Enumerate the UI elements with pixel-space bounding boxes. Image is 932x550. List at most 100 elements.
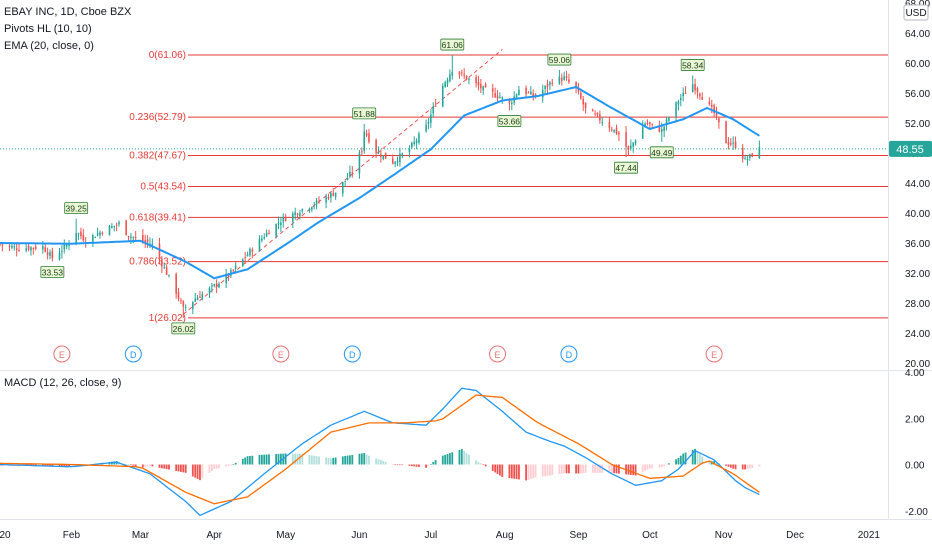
histogram-bar (444, 454, 447, 465)
indicator-pivots-label[interactable]: Pivots HL (10, 10) (4, 23, 92, 35)
candle-body (744, 158, 746, 160)
candle-body (299, 213, 301, 216)
earnings-marker[interactable]: E (705, 345, 723, 363)
candle-body (277, 223, 280, 225)
candle-body (315, 200, 318, 205)
candle-body (618, 132, 620, 135)
histogram-bar (568, 464, 570, 474)
histogram-bar (279, 453, 282, 465)
candle-body (18, 250, 20, 252)
histogram-bar (501, 464, 504, 477)
candle-body (708, 101, 711, 105)
candle-body (718, 117, 720, 123)
histogram-bar (458, 449, 461, 465)
candle-body (313, 205, 316, 207)
candle-body (99, 232, 101, 236)
histogram-bar (579, 464, 582, 474)
candle-body (434, 105, 437, 107)
candle-body (725, 121, 727, 144)
candle-body (61, 250, 63, 252)
time-axis[interactable]: 20 Feb Mar Apr May Jun Jul Aug Sep Oct Nov Dec 2021 (0, 530, 880, 541)
svg-text:51.88: 51.88 (354, 109, 376, 119)
candle-body (177, 291, 180, 299)
histogram-bar (575, 464, 577, 474)
dividend-marker[interactable]: D (343, 345, 361, 363)
histogram-bar (696, 451, 699, 465)
time-tick-label: Oct (642, 530, 658, 541)
candle-body (691, 84, 694, 93)
histogram-bar (627, 464, 630, 475)
dividend-marker[interactable]: D (560, 345, 578, 363)
candle-body (375, 140, 377, 154)
histogram-bar (563, 464, 566, 474)
candle-body (0, 244, 1, 246)
candle-body (418, 133, 420, 143)
candle-body (49, 252, 51, 257)
macd-histogram (0, 448, 761, 481)
price-tick-label: 28.00 (905, 299, 930, 310)
indicator-ema-label[interactable]: EMA (20, close, 0) (4, 40, 94, 52)
histogram-bar (744, 464, 746, 470)
candle-body (127, 236, 130, 238)
candle-body (549, 82, 551, 85)
svg-text:E: E (59, 350, 65, 360)
histogram-bar (246, 456, 249, 465)
candle-body (546, 83, 549, 87)
candle-body (625, 132, 627, 147)
histogram-bar (232, 464, 235, 465)
svg-text:D: D (130, 350, 137, 360)
earnings-marker[interactable]: E (489, 345, 507, 363)
histogram-bar (465, 452, 468, 465)
candle-body (332, 193, 335, 196)
candle-body (280, 222, 282, 226)
earnings-marker[interactable]: E (53, 345, 71, 363)
candle-body (501, 97, 504, 99)
candle-body (444, 82, 446, 87)
histogram-bar (399, 464, 401, 466)
dividend-marker[interactable]: D (124, 345, 142, 363)
histogram-bar (613, 464, 616, 474)
candle-body (201, 293, 204, 299)
histogram-bar (365, 454, 368, 465)
candle-body (65, 244, 68, 247)
histogram-bar (494, 464, 497, 473)
candle-body (508, 99, 511, 104)
signal-line (0, 394, 760, 505)
candle-body (165, 267, 168, 275)
histogram-bar (318, 456, 320, 465)
indicator-macd-label[interactable]: MACD (12, 26, close, 9) (4, 377, 121, 389)
earnings-marker[interactable]: E (272, 345, 290, 363)
dashed-trend-line[interactable] (182, 49, 503, 315)
candle-body (441, 85, 444, 107)
macd-axis[interactable]: -2.00 0.00 2.00 4.00 (905, 368, 928, 518)
histogram-bar (510, 464, 513, 479)
symbol-title: EBAY INC, 1D, Cboe BZX (4, 6, 132, 18)
candle-body (732, 142, 734, 144)
pivot-labels: 39.25 33.53 26.02 51.88 61.06 53.66 59.06 47.44… (40, 38, 705, 335)
histogram-bar (332, 457, 335, 465)
fib-level-label: 0.382(47.67) (129, 150, 186, 161)
histogram-bar (551, 464, 554, 476)
candle-body (151, 243, 154, 245)
histogram-bar (51, 464, 54, 467)
candle-body (644, 123, 646, 127)
candle-body (701, 96, 704, 100)
histogram-bar (396, 464, 399, 466)
candle-body (268, 232, 270, 235)
histogram-bar (548, 464, 551, 476)
candle-body (408, 149, 411, 153)
candle-body (258, 238, 261, 252)
trend-line[interactable] (182, 49, 503, 315)
currency-button[interactable]: USD (903, 4, 929, 21)
histogram-bar (632, 464, 635, 476)
candle-body (294, 212, 296, 216)
histogram-bar (729, 464, 732, 468)
histogram-bar (713, 461, 716, 465)
last-price-tag: 48.55 (889, 140, 932, 157)
candle-body (699, 93, 701, 97)
candle-body (477, 81, 480, 86)
fib-retracement[interactable]: 0(61.06) 0.236(52.79) 0.382(47.67) 0.5(43.5… (129, 50, 888, 324)
histogram-bar (258, 455, 261, 465)
price-axis[interactable]: 20.0024.0028.0032.0036.0040.0044.0048.00… (905, 0, 930, 370)
